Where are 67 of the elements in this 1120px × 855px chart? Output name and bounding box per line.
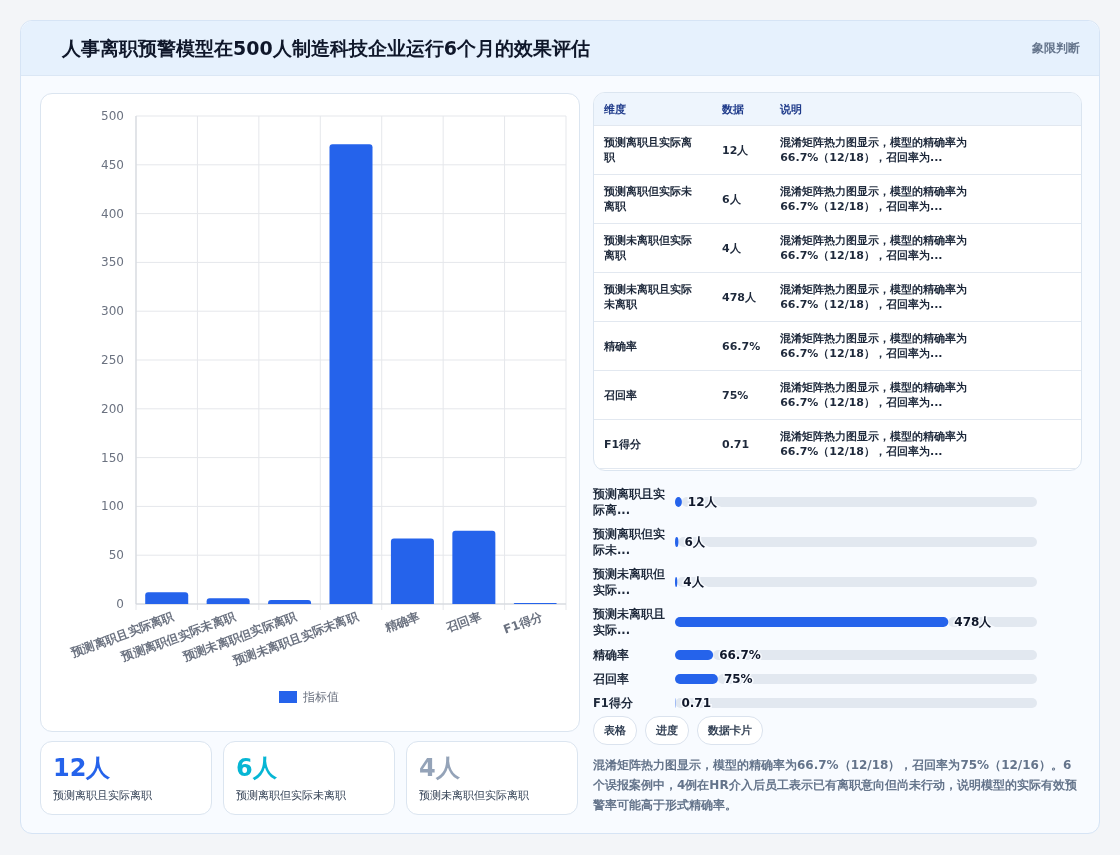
text: 12人 [712,125,771,175]
text: 混淆矩阵热力图显示，模型的精确率为66.7%（12/18），召回率为... [770,419,1081,469]
text: 12人 [53,753,111,784]
data-label: 4人 [683,575,705,589]
y-tick-label: F1得分 [593,695,634,711]
text: 表格 [593,716,637,745]
y-tick-label: 150 [101,450,124,465]
text: 混淆矩阵热力图显示，模型的精确率为66.7%（12/18），召回率为... [770,125,1081,175]
text: 混淆矩阵热力图显示，模型的精确率为66.7%（12/18），召回率为... [770,321,1081,371]
text: 预测未离职且实际未离职 [594,272,712,322]
text: 混淆矩阵热力图显示，模型的精确率为66.7%（12/18），召回率为... [770,272,1081,322]
bar [452,530,496,604]
data-label: 0.71 [681,696,712,710]
x-tick-label: 召回率 [443,609,483,636]
text: 75% [712,370,771,420]
data-label: 12人 [687,495,718,509]
data-label: 75% [723,672,753,686]
text: 预测离职且实际离职 [594,125,712,175]
y-tick-label: 50 [108,548,124,563]
text: 混淆矩阵热力图显示，模型的精确率为66.7%（12/18），召回率为... [770,370,1081,420]
y-tick-label: 350 [101,255,124,270]
y-tick-label: 预测离职但实际未... [593,526,666,558]
data-label: 66.7% [719,648,761,662]
bar [206,598,250,604]
text: 预测离职但实际未离职 [236,788,346,803]
bar [145,592,189,604]
text: 66.7% [712,321,771,371]
data-label: 478人 [954,615,993,629]
text: 预测离职但实际未离职 [594,174,712,224]
x-tick-label: 精确率 [381,609,422,636]
text: 混淆矩阵热力图显示，模型的精确率为66.7%（12/18），召回率为75%（12/16）。6个误报案例中，4例在HR介入后员工表示已有离职意向但尚未行动，说明模型的实际有效预警率可能高于形式精确率。 [593,757,1078,814]
text: 数据卡片 [697,716,763,745]
y-tick-label: 100 [101,499,124,514]
bar [390,538,434,604]
legend-label: 指标值 [302,690,339,704]
text: 象限判断 [1032,40,1080,57]
bar [329,144,373,604]
text: 数据 [712,93,771,126]
x-tick-label: F1得分 [501,609,546,637]
y-tick-label: 预测离职且实际离... [593,486,666,518]
y-tick-label: 预测未离职且实际... [593,606,666,638]
data-label: 6人 [684,535,706,549]
y-tick-label: 500 [101,109,124,123]
y-tick-label: 400 [101,206,124,221]
text: 6人 [236,753,277,784]
text: 预测离职且实际离职 [53,788,152,803]
y-tick-label: 200 [101,401,124,416]
text: 进度 [645,716,689,745]
text: 478人 [712,272,771,322]
text: 混淆矩阵热力图显示，模型的精确率为66.7%（12/18），召回率为... [770,174,1081,224]
text: 说明 [770,93,1081,126]
text: 4人 [419,753,460,784]
text: 4人 [712,223,771,273]
y-tick-label: 0 [116,597,124,611]
text: 预测未离职但实际离职 [594,223,712,273]
y-tick-label: 召回率 [593,671,630,687]
text: 预测未离职但实际离职 [419,788,529,803]
y-tick-label: 预测未离职但实际... [593,566,666,598]
text: 维度 [594,93,712,126]
chart-title: 人事离职预警模型在500人制造科技企业运行6个月的效果评估 [62,36,590,61]
text: 0.71 [712,419,771,469]
y-tick-label: 450 [101,157,124,172]
y-tick-label: 250 [101,353,124,367]
bar [268,600,312,604]
text: 混淆矩阵热力图显示，模型的精确率为66.7%（12/18），召回率为... [770,223,1081,273]
y-tick-label: 300 [101,304,124,319]
text: 6人 [712,174,771,224]
